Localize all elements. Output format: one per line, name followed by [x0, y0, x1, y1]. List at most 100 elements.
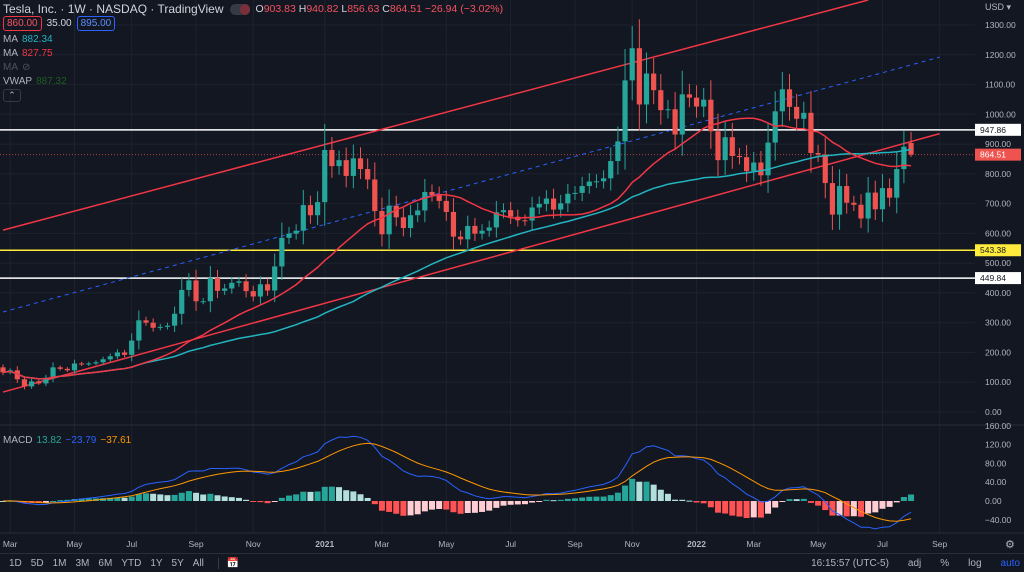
- candle: [472, 217, 478, 241]
- macd-histogram-bar: [636, 481, 643, 501]
- macd-histogram-bar: [150, 493, 157, 501]
- candle-body: [0, 367, 6, 373]
- candle-body: [129, 340, 135, 355]
- symbol-title[interactable]: Tesla, Inc. · 1W · NASDAQ · TradingView: [3, 2, 224, 16]
- candle-body: [50, 367, 56, 378]
- y-tick-label: 500.00: [985, 258, 1011, 268]
- range-6m[interactable]: 6M: [98, 557, 113, 569]
- candle-body: [794, 106, 800, 119]
- currency-select[interactable]: USD ▾: [985, 2, 1012, 12]
- candle: [150, 318, 156, 332]
- legend-vwap[interactable]: VWAP 887.32: [3, 76, 67, 87]
- macd-histogram-bar: [858, 501, 864, 517]
- candle: [114, 349, 120, 360]
- candle-body: [908, 142, 914, 155]
- legend-macd[interactable]: MACD 13.82 −23.79 −37.61: [3, 435, 132, 446]
- collapse-legend-button[interactable]: ⌃: [3, 89, 21, 102]
- macd-histogram-bar: [872, 501, 879, 513]
- trendline-channel-upper: [2, 0, 869, 231]
- trendline-channel-mid: [2, 56, 940, 313]
- macd-histogram-bar: [200, 494, 207, 501]
- macd-histogram-bar: [271, 501, 278, 502]
- candle: [901, 130, 907, 184]
- adj-toggle[interactable]: adj: [907, 557, 922, 569]
- candle: [601, 170, 607, 189]
- range-1y[interactable]: 1Y: [150, 557, 163, 569]
- macd-histogram-bar: [421, 501, 428, 512]
- candle: [844, 173, 850, 214]
- candle-body: [636, 48, 642, 105]
- range-3m[interactable]: 3M: [75, 557, 90, 569]
- candle: [865, 176, 871, 233]
- candle: [243, 274, 249, 298]
- candle: [422, 178, 428, 223]
- hidden-eye-icon[interactable]: ⊘: [22, 62, 31, 73]
- macd-histogram-bar: [128, 496, 135, 501]
- y-tick-label: 1100.00: [985, 80, 1015, 90]
- macd-histogram-bar: [629, 478, 636, 501]
- price-label: 947.86: [980, 125, 1006, 135]
- candle-body: [164, 325, 171, 327]
- log-toggle[interactable]: log: [968, 557, 982, 569]
- percent-toggle[interactable]: %: [940, 557, 950, 569]
- candle-body: [307, 205, 314, 216]
- candle: [665, 99, 671, 119]
- candle-body: [21, 379, 28, 387]
- candle-body: [536, 203, 542, 208]
- range-5d[interactable]: 5D: [30, 557, 44, 569]
- range-1m[interactable]: 1M: [52, 557, 67, 569]
- legend-ma2[interactable]: MA 827.75: [3, 48, 53, 59]
- candle: [686, 83, 692, 108]
- candle: [229, 276, 235, 294]
- macd-histogram-bar: [908, 494, 915, 501]
- macd-histogram-bar: [822, 501, 829, 511]
- macd-histogram-bar: [729, 501, 736, 516]
- candle-body: [315, 202, 321, 216]
- range-5y[interactable]: 5Y: [171, 557, 184, 569]
- auto-toggle[interactable]: auto: [1000, 557, 1020, 569]
- candle: [250, 285, 256, 302]
- candle: [372, 162, 378, 227]
- candle: [315, 191, 321, 226]
- y-tick-label: 200.00: [985, 347, 1011, 357]
- ma-fast-line: [2, 117, 912, 380]
- candle: [722, 120, 728, 175]
- macd-histogram-bar: [693, 501, 700, 503]
- candle: [57, 365, 63, 371]
- legend-ma1[interactable]: MA 882.34: [3, 34, 53, 45]
- candle-body: [715, 131, 721, 161]
- clock[interactable]: 16:15:57 (UTC-5): [811, 557, 889, 569]
- macd-histogram-bar: [607, 495, 614, 501]
- candle: [758, 150, 764, 186]
- candle-body: [179, 289, 185, 314]
- candle: [736, 147, 743, 165]
- range-ytd[interactable]: YTD: [121, 557, 142, 569]
- candle: [43, 374, 49, 387]
- x-tick-label: Mar: [3, 539, 18, 549]
- range-1d[interactable]: 1D: [9, 557, 22, 569]
- trendline-channel-lower: [2, 132, 940, 393]
- legend-ma3[interactable]: MA ⊘: [3, 62, 31, 73]
- candle: [36, 379, 42, 385]
- buy-button[interactable]: 895.00: [76, 16, 116, 31]
- candle: [50, 362, 56, 383]
- range-all[interactable]: All: [192, 557, 204, 569]
- macd-histogram-bar: [414, 501, 421, 515]
- macd-histogram-bar: [178, 492, 185, 501]
- candle-body: [93, 362, 99, 364]
- candle-body: [429, 191, 435, 195]
- toggle-icon[interactable]: [229, 3, 250, 15]
- price-chart[interactable]: 1300.00 1200.00 1100.00 1000.00 900.00 800.00…: [0, 0, 1024, 553]
- macd-histogram-bar: [614, 492, 621, 501]
- candle: [0, 364, 6, 376]
- macd-histogram-bar: [550, 500, 557, 502]
- goto-date-icon[interactable]: 📅: [217, 557, 239, 569]
- candle: [207, 265, 213, 313]
- candle: [458, 230, 464, 245]
- candle-body: [808, 112, 814, 154]
- candle: [79, 361, 85, 366]
- candle: [550, 188, 557, 219]
- candle: [908, 131, 914, 157]
- sell-button[interactable]: 860.00: [3, 16, 42, 31]
- macd-histogram-bar: [235, 497, 242, 501]
